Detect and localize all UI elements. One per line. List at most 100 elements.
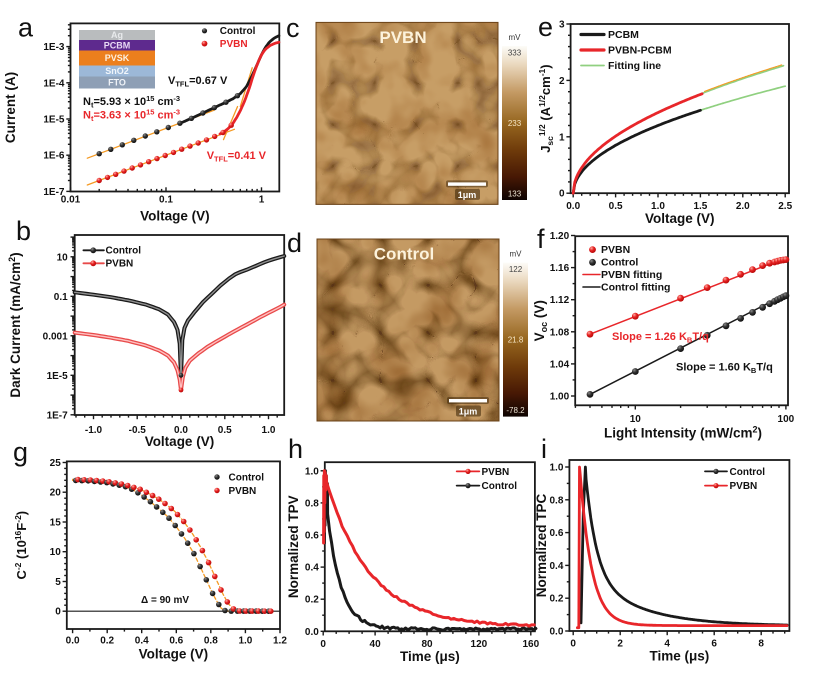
svg-text:1.16: 1.16 (550, 263, 570, 274)
svg-text:Control: Control (482, 481, 518, 492)
svg-text:0.5: 0.5 (218, 425, 232, 436)
svg-text:160: 160 (522, 639, 539, 650)
svg-text:1μm: 1μm (459, 407, 478, 417)
svg-text:0.0: 0.0 (66, 636, 80, 647)
svg-text:8: 8 (758, 639, 764, 650)
svg-text:21.8: 21.8 (508, 336, 524, 345)
svg-text:a: a (18, 13, 34, 43)
svg-text:Control fitting: Control fitting (601, 282, 670, 294)
svg-text:6: 6 (711, 639, 717, 650)
svg-text:20: 20 (50, 488, 62, 499)
svg-text:1.08: 1.08 (550, 327, 570, 338)
svg-text:0.001: 0.001 (43, 331, 68, 342)
svg-text:Light Intensity (mW/cm2): Light Intensity (mW/cm2) (604, 424, 762, 440)
svg-text:0.0: 0.0 (305, 627, 319, 638)
svg-text:h: h (288, 434, 303, 464)
svg-text:10: 10 (630, 414, 642, 425)
svg-text:1E-7: 1E-7 (43, 187, 65, 198)
svg-text:0.6: 0.6 (305, 531, 319, 542)
svg-text:b: b (16, 216, 31, 246)
svg-text:Slope = 1.26 KBT/q: Slope = 1.26 KBT/q (612, 331, 709, 345)
svg-text:2: 2 (559, 76, 565, 87)
svg-text:133: 133 (508, 190, 522, 199)
svg-text:Voltage (V): Voltage (V) (145, 434, 215, 449)
svg-text:1E-5: 1E-5 (47, 371, 69, 382)
svg-text:1.5: 1.5 (693, 201, 707, 212)
svg-text:1.0: 1.0 (238, 636, 252, 647)
svg-text:122: 122 (509, 265, 523, 274)
svg-text:0.8: 0.8 (305, 498, 319, 509)
svg-text:-0.5: -0.5 (129, 425, 147, 436)
svg-text:SnO2: SnO2 (105, 66, 129, 76)
svg-text:PVSK: PVSK (105, 53, 130, 63)
svg-text:d: d (287, 228, 302, 258)
svg-text:1.12: 1.12 (550, 295, 570, 306)
svg-text:0.0: 0.0 (549, 627, 563, 638)
svg-text:PVBN: PVBN (482, 467, 510, 478)
svg-text:0.4: 0.4 (135, 636, 149, 647)
svg-text:1E-4: 1E-4 (43, 78, 65, 89)
svg-text:1E-5: 1E-5 (43, 115, 65, 126)
svg-text:80: 80 (421, 639, 433, 650)
svg-text:Nt=5.93 × 1015 cm-3: Nt=5.93 × 1015 cm-3 (83, 94, 180, 110)
svg-text:C-2 (1016F-2): C-2 (1016F-2) (13, 511, 29, 580)
svg-text:1.20: 1.20 (550, 231, 570, 242)
svg-text:0.01: 0.01 (61, 195, 81, 206)
svg-text:10: 10 (50, 547, 62, 558)
svg-text:4: 4 (664, 639, 670, 650)
svg-text:Control: Control (106, 246, 142, 257)
svg-text:1.00: 1.00 (550, 392, 570, 403)
svg-text:mV: mV (509, 33, 522, 42)
svg-text:PVBN: PVBN (601, 244, 630, 256)
svg-text:Voc (V): Voc (V) (532, 300, 549, 341)
svg-text:Voltage (V): Voltage (V) (140, 209, 210, 224)
svg-text:Control: Control (730, 467, 766, 478)
svg-text:0.0: 0.0 (566, 201, 580, 212)
svg-text:Control: Control (220, 26, 256, 37)
svg-text:2: 2 (617, 639, 623, 650)
svg-text:40: 40 (370, 639, 382, 650)
svg-text:PCBM: PCBM (104, 40, 131, 50)
svg-text:1: 1 (259, 195, 265, 206)
svg-text:PVBN fitting: PVBN fitting (601, 269, 662, 281)
svg-text:Ag: Ag (111, 30, 123, 40)
svg-text:Slope = 1.60 KBT/q: Slope = 1.60 KBT/q (676, 362, 773, 376)
svg-text:i: i (541, 434, 547, 464)
svg-text:0.2: 0.2 (100, 636, 114, 647)
svg-text:0.4: 0.4 (549, 561, 563, 572)
svg-text:3: 3 (559, 20, 565, 31)
svg-text:Voltage (V): Voltage (V) (139, 647, 209, 662)
svg-text:Current (A): Current (A) (3, 72, 18, 143)
svg-text:0.6: 0.6 (169, 636, 183, 647)
svg-text:1E-6: 1E-6 (43, 151, 65, 162)
svg-text:PVBN: PVBN (379, 28, 426, 47)
svg-text:Control: Control (229, 473, 265, 484)
svg-text:1.2: 1.2 (273, 636, 287, 647)
svg-text:Control: Control (601, 257, 638, 269)
svg-text:-78.2: -78.2 (506, 406, 525, 415)
svg-text:PCBM: PCBM (608, 29, 639, 41)
svg-text:0.2: 0.2 (549, 594, 563, 605)
svg-text:1E-7: 1E-7 (47, 410, 69, 421)
svg-text:PVBN: PVBN (106, 259, 134, 270)
svg-text:f: f (537, 224, 545, 254)
svg-text:Voltage (V): Voltage (V) (645, 211, 715, 226)
svg-text:Nt=3.63 × 1015 cm-3: Nt=3.63 × 1015 cm-3 (83, 107, 180, 123)
svg-text:1.04: 1.04 (550, 359, 570, 370)
svg-text:0.2: 0.2 (305, 595, 319, 606)
svg-text:0: 0 (570, 639, 576, 650)
svg-text:15: 15 (50, 517, 62, 528)
svg-text:Normalized TPC: Normalized TPC (534, 493, 549, 597)
svg-text:2.5: 2.5 (778, 201, 792, 212)
svg-text:Dark Current (mA/cm2): Dark Current (mA/cm2) (7, 252, 23, 397)
svg-text:0.1: 0.1 (159, 195, 173, 206)
svg-text:2.0: 2.0 (736, 201, 750, 212)
svg-text:1.0: 1.0 (305, 466, 319, 477)
svg-text:PVBN: PVBN (730, 481, 758, 492)
svg-text:VTFL=0.41 V: VTFL=0.41 V (207, 150, 267, 163)
svg-text:Time (μs): Time (μs) (400, 649, 460, 664)
svg-text:120: 120 (471, 639, 488, 650)
svg-text:1.0: 1.0 (549, 463, 563, 474)
svg-text:mV: mV (510, 250, 523, 259)
svg-text:0.8: 0.8 (549, 495, 563, 506)
